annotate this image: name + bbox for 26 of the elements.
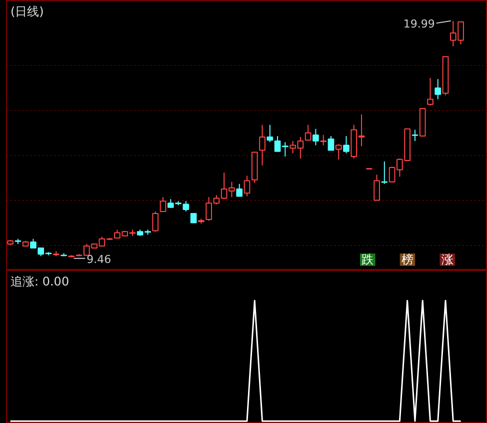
candlestick — [427, 77, 434, 106]
candlestick — [381, 160, 388, 184]
candlestick — [374, 174, 380, 201]
candlestick — [244, 175, 250, 197]
candlestick — [312, 128, 319, 146]
candlestick — [152, 210, 159, 232]
candlestick — [182, 200, 190, 212]
chart-title: (日线) — [10, 4, 44, 18]
candlestick — [343, 136, 350, 154]
annotation: 9.46 — [86, 252, 112, 266]
candlestick — [304, 124, 312, 141]
candlestick — [335, 144, 342, 160]
candlestick — [266, 124, 274, 143]
annotation: 涨 — [441, 252, 454, 267]
candlestick — [434, 78, 442, 100]
annotation: 榜 — [401, 252, 414, 267]
candlestick — [190, 212, 197, 224]
candlestick — [160, 196, 166, 212]
chart-title: 追涨: 0.00 — [10, 274, 70, 288]
candlestick — [320, 134, 327, 146]
candlestick — [236, 183, 243, 197]
annotation: 19.99 — [403, 18, 435, 31]
candlestick — [259, 124, 266, 166]
annotation: 跌 — [362, 252, 374, 267]
candlestick — [328, 136, 334, 151]
candlestick — [412, 129, 418, 142]
